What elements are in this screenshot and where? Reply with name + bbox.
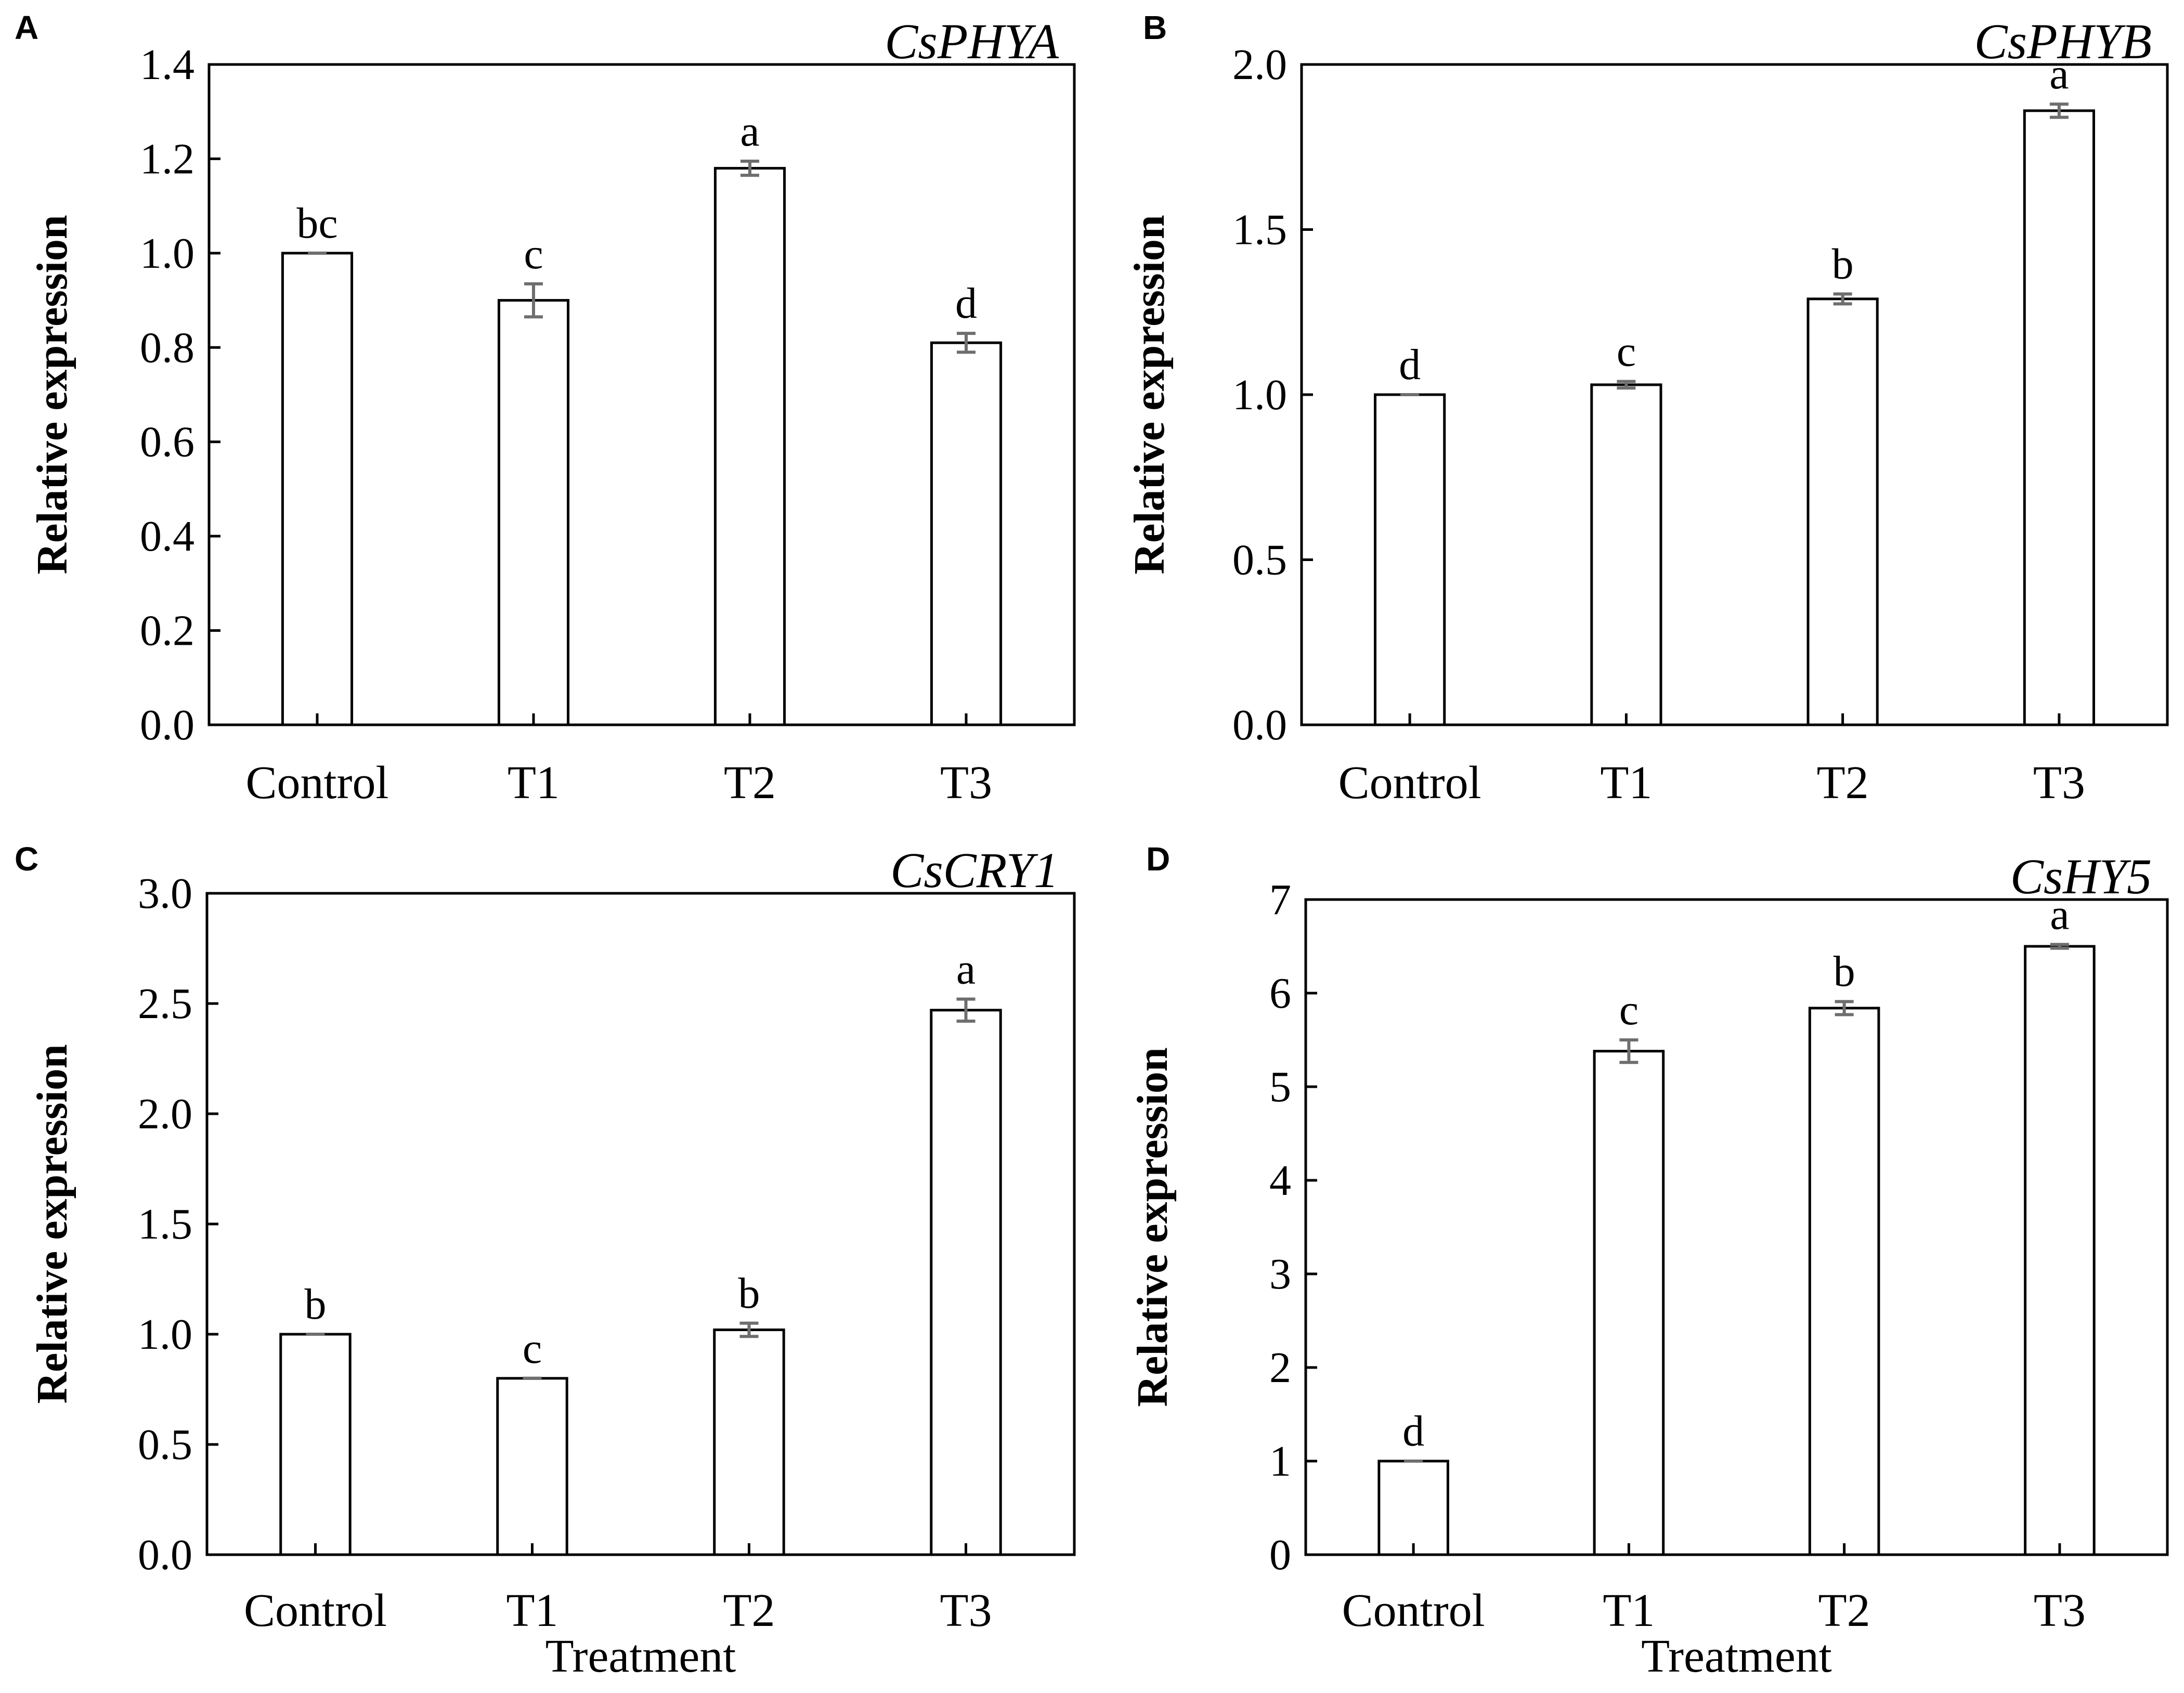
y-tick-label: 1.0 [140, 229, 194, 278]
y-tick-label: 7 [1269, 876, 1291, 924]
y-tick-label: 5 [1269, 1063, 1291, 1111]
significance-label: a [2050, 890, 2069, 939]
y-tick-label: 0.5 [1232, 536, 1287, 584]
bar-control [279, 1333, 352, 1556]
bar-t1 [1593, 1050, 1665, 1556]
significance-label: a [2049, 50, 2069, 98]
bar-t2 [1806, 297, 1879, 726]
bar-t2 [713, 1329, 785, 1556]
bar-t3 [930, 1009, 1002, 1556]
significance-label: c [1619, 986, 1639, 1034]
y-tick-label: 2.5 [138, 980, 192, 1028]
bar-control [1377, 1460, 1449, 1556]
bar-control [281, 252, 354, 726]
y-tick-label: 1.5 [138, 1200, 192, 1248]
panel-letter: C [15, 840, 38, 878]
y-tick-label: 0.5 [138, 1421, 192, 1469]
panel-letter: B [1143, 9, 1167, 46]
significance-label: a [740, 107, 759, 155]
category-label: T1 [506, 1585, 558, 1636]
category-label: T3 [2034, 1585, 2086, 1636]
panel-letter: A [15, 9, 38, 46]
y-tick-label: 2 [1269, 1344, 1291, 1392]
y-tick-label: 0.4 [140, 512, 194, 561]
category-label: T1 [1603, 1585, 1655, 1636]
significance-label: d [1402, 1407, 1424, 1455]
category-label: T3 [940, 757, 992, 809]
bar-t3 [2024, 945, 2096, 1556]
significance-label: c [524, 230, 543, 278]
y-tick-label: 6 [1269, 969, 1291, 1018]
y-tick-label: 1.2 [140, 135, 194, 183]
chart-panel-a: A CsPHYA 0.0 0.2 0.4 0.6 0.8 1.0 1.2 1.4 Relative … [15, 9, 1076, 809]
bar-control [1374, 393, 1446, 726]
bar-t1 [1590, 383, 1662, 726]
significance-label: a [956, 945, 976, 994]
chart-panel-c: C CsCRY1 0.0 0.5 1.0 1.5 2.0 2.5 3.0 Relative exp… [15, 840, 1076, 1682]
bar-t3 [2023, 109, 2095, 726]
chart-title: CsHY5 [2010, 849, 2152, 904]
category-label: T1 [1600, 757, 1652, 809]
y-axis-title: Relative expression [1128, 1047, 1177, 1407]
significance-label: d [955, 279, 977, 328]
y-tick-label: 0 [1269, 1531, 1291, 1579]
y-axis-title: Relative expression [1125, 215, 1174, 574]
y-tick-label: 1.5 [1232, 206, 1287, 254]
category-label: T3 [940, 1585, 992, 1636]
significance-label: b [305, 1280, 327, 1329]
category-label: T2 [1818, 1585, 1870, 1636]
chart-title: CsPHYB [1974, 14, 2152, 69]
plot-frame [207, 63, 1076, 726]
chart-panel-b: B CsPHYB 0.0 0.5 1.0 1.5 2.0 Relative expressio… [1125, 9, 2169, 809]
x-axis-title: Treatment [1641, 1631, 1832, 1682]
bar-t2 [1808, 1007, 1880, 1556]
chart-panel-d: D CsHY5 0 1 2 3 4 5 6 7 Relative expression d Contro… [1128, 840, 2169, 1682]
panel-letter: D [1146, 840, 1170, 878]
y-tick-label: 2.0 [1232, 41, 1287, 89]
category-label: Control [1338, 757, 1481, 809]
y-tick-label: 1 [1269, 1437, 1291, 1486]
category-label: Control [1342, 1585, 1485, 1636]
category-label: T3 [2033, 757, 2085, 809]
y-tick-label: 3.0 [138, 869, 192, 918]
chart-title: CsPHYA [885, 14, 1059, 69]
category-label: T2 [724, 757, 776, 809]
bar-t3 [930, 341, 1003, 726]
category-label: T1 [508, 757, 560, 809]
y-tick-label: 4 [1269, 1156, 1291, 1205]
x-axis-title: Treatment [545, 1631, 736, 1682]
category-label: Control [245, 757, 388, 809]
significance-label: c [523, 1324, 542, 1373]
significance-label: b [1832, 240, 1854, 288]
y-tick-label: 0.0 [140, 701, 194, 749]
y-tick-label: 1.0 [138, 1310, 192, 1359]
chart-title: CsCRY1 [890, 842, 1059, 898]
y-axis-title: Relative expression [28, 1044, 76, 1403]
plot-frame [1304, 898, 2169, 1556]
significance-label: c [1617, 328, 1636, 376]
category-label: T2 [723, 1585, 775, 1636]
category-label: Control [244, 1585, 387, 1636]
y-tick-label: 2.0 [138, 1090, 192, 1138]
significance-label: b [1834, 947, 1855, 996]
significance-label: d [1399, 341, 1421, 389]
category-label: T2 [1817, 757, 1869, 809]
significance-label: b [738, 1269, 760, 1318]
y-tick-label: 0.0 [1232, 701, 1287, 749]
y-tick-label: 0.8 [140, 323, 194, 372]
bar-t1 [497, 299, 570, 726]
y-tick-label: 0.6 [140, 418, 194, 466]
y-axis-title: Relative expression [28, 215, 76, 574]
bar-t2 [713, 167, 786, 726]
y-tick-label: 3 [1269, 1250, 1291, 1298]
bar-t1 [496, 1377, 568, 1556]
y-tick-label: 1.0 [1232, 371, 1287, 419]
significance-label: bc [296, 199, 337, 248]
y-tick-label: 0.0 [138, 1531, 192, 1579]
y-tick-label: 1.4 [140, 41, 194, 89]
y-tick-label: 0.2 [140, 607, 194, 655]
